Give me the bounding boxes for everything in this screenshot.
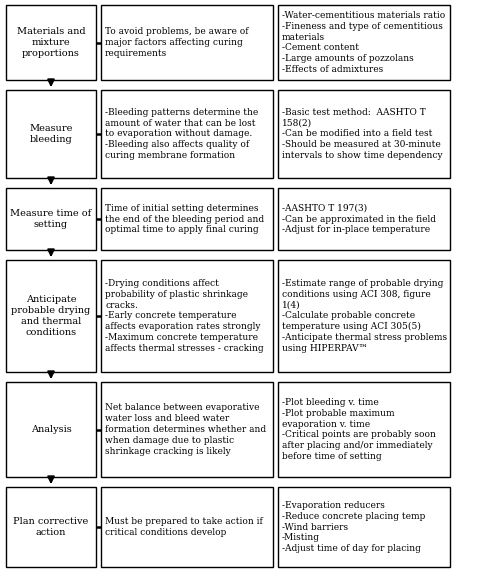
Text: -Evaporation reducers
-Reduce concrete placing temp
-Wind barriers
-Misting
-Adj: -Evaporation reducers -Reduce concrete p… <box>282 501 426 553</box>
Bar <box>278 487 450 567</box>
Bar <box>278 90 450 178</box>
Text: Plan corrective
action: Plan corrective action <box>14 517 88 537</box>
Bar <box>278 260 450 372</box>
Text: -Drying conditions affect
probability of plastic shrinkage
cracks.
-Early concre: -Drying conditions affect probability of… <box>105 279 264 353</box>
Text: Measure time of
setting: Measure time of setting <box>10 209 92 229</box>
Bar <box>278 188 450 250</box>
Text: -AASHTO T 197(3)
-Can be approximated in the field
-Adjust for in-place temperat: -AASHTO T 197(3) -Can be approximated in… <box>282 204 436 234</box>
Bar <box>6 188 96 250</box>
Bar <box>6 382 96 477</box>
Text: Net balance between evaporative
water loss and bleed water
formation determines : Net balance between evaporative water lo… <box>105 403 266 456</box>
Bar <box>101 487 273 567</box>
Text: -Bleeding patterns determine the
amount of water that can be lost
to evaporation: -Bleeding patterns determine the amount … <box>105 108 258 160</box>
Text: -Estimate range of probable drying
conditions using ACI 308, figure
1(4)
-Calcul: -Estimate range of probable drying condi… <box>282 279 447 353</box>
Bar <box>101 5 273 80</box>
Text: -Basic test method:  AASHTO T
158(2)
-Can be modified into a field test
-Should : -Basic test method: AASHTO T 158(2) -Can… <box>282 108 442 160</box>
Bar <box>101 188 273 250</box>
Text: Time of initial setting determines
the end of the bleeding period and
optimal ti: Time of initial setting determines the e… <box>105 204 264 234</box>
Bar <box>278 5 450 80</box>
Text: -Plot bleeding v. time
-Plot probable maximum
evaporation v. time
-Critical poin: -Plot bleeding v. time -Plot probable ma… <box>282 398 436 461</box>
Bar <box>101 382 273 477</box>
Text: Measure
bleeding: Measure bleeding <box>30 124 72 144</box>
Text: Analysis: Analysis <box>30 425 72 434</box>
Bar <box>6 260 96 372</box>
Text: -Water-cementitious materials ratio
-Fineness and type of cementitious
materials: -Water-cementitious materials ratio -Fin… <box>282 11 446 74</box>
Text: Anticipate
probable drying
and thermal
conditions: Anticipate probable drying and thermal c… <box>12 295 90 336</box>
Bar <box>6 5 96 80</box>
Bar <box>101 90 273 178</box>
Text: Must be prepared to take action if
critical conditions develop: Must be prepared to take action if criti… <box>105 517 263 537</box>
Text: Materials and
mixture
proportions: Materials and mixture proportions <box>16 27 86 58</box>
Text: To avoid problems, be aware of
major factors affecting curing
requirements: To avoid problems, be aware of major fac… <box>105 27 249 58</box>
Bar <box>6 487 96 567</box>
Bar <box>278 382 450 477</box>
Bar <box>6 90 96 178</box>
Bar <box>101 260 273 372</box>
